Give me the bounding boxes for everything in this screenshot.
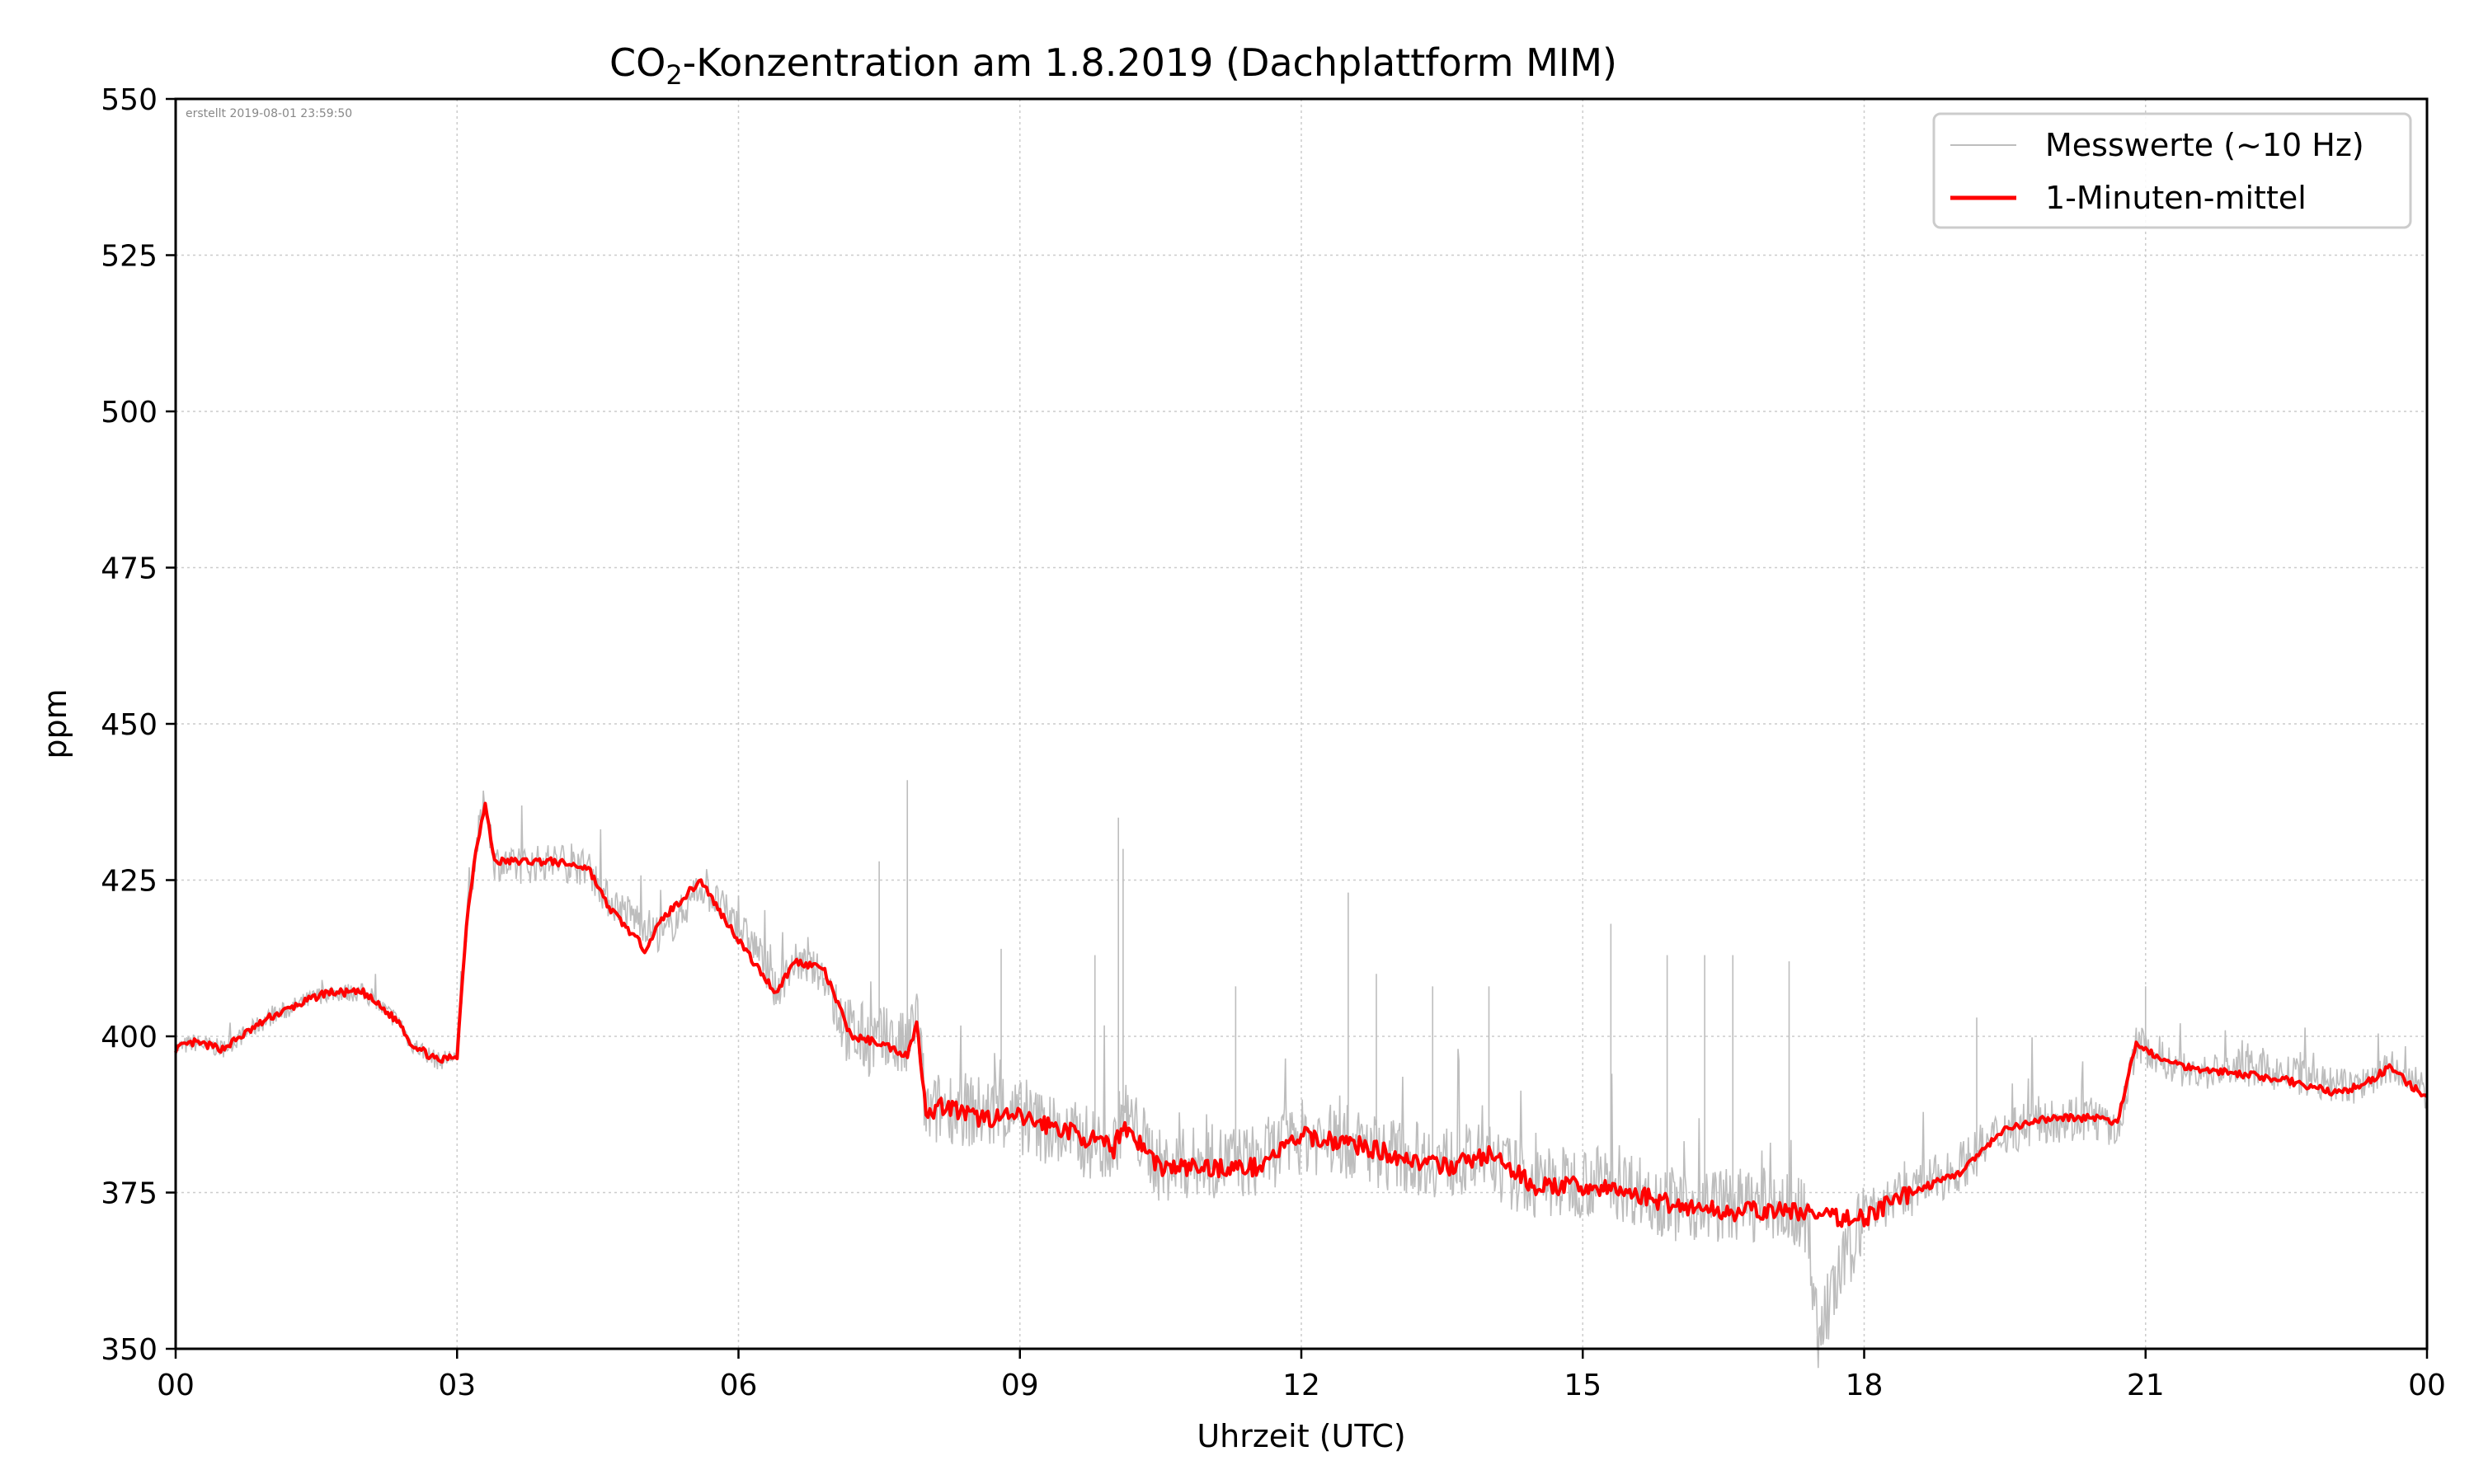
y-tick-label: 375 [101, 1177, 158, 1211]
y-tick-label: 400 [101, 1021, 158, 1054]
x-tick-label: 00 [2408, 1369, 2446, 1402]
x-tick-label: 09 [1001, 1369, 1039, 1402]
legend: Messwerte (~10 Hz) 1-Minuten-mittel [1932, 112, 2412, 229]
x-tick-label: 00 [157, 1369, 195, 1402]
y-tick-label: 450 [101, 708, 158, 742]
y-tick-label: 500 [101, 396, 158, 430]
chart-title: CO2-Konzentration am 1.8.2019 (Dachplatt… [609, 40, 1617, 91]
mean-series [174, 801, 2429, 1228]
y-tick-label: 425 [101, 865, 158, 899]
legend-raw-label: Messwerte (~10 Hz) [2045, 127, 2364, 163]
timestamp-label: erstellt 2019-08-01 23:59:50 [186, 107, 352, 120]
mean-series-line [174, 801, 2429, 1228]
x-tick-label: 03 [438, 1369, 476, 1402]
x-tick-label: 12 [1282, 1369, 1320, 1402]
y-tick-label: 475 [101, 552, 158, 586]
x-tick-label: 21 [2127, 1369, 2165, 1402]
y-tick-label: 550 [101, 83, 158, 117]
y-axis-label: ppm [37, 688, 73, 758]
y-tick-label: 350 [101, 1333, 158, 1367]
y-tick-label: 525 [101, 240, 158, 274]
x-tick-label: 15 [1564, 1369, 1602, 1402]
legend-mean-label: 1-Minuten-mittel [2045, 180, 2307, 216]
x-tick-label: 18 [1846, 1369, 1884, 1402]
legend-box [1932, 112, 2412, 229]
x-axis-ticks: 00 03 06 09 12 15 18 21 00 [157, 1349, 2446, 1402]
y-axis-ticks: 350 375 400 425 450 475 500 525 550 [101, 83, 176, 1367]
x-axis-label: Uhrzeit (UTC) [1197, 1418, 1405, 1454]
raw-series [175, 780, 2428, 1369]
x-tick-label: 06 [720, 1369, 758, 1402]
